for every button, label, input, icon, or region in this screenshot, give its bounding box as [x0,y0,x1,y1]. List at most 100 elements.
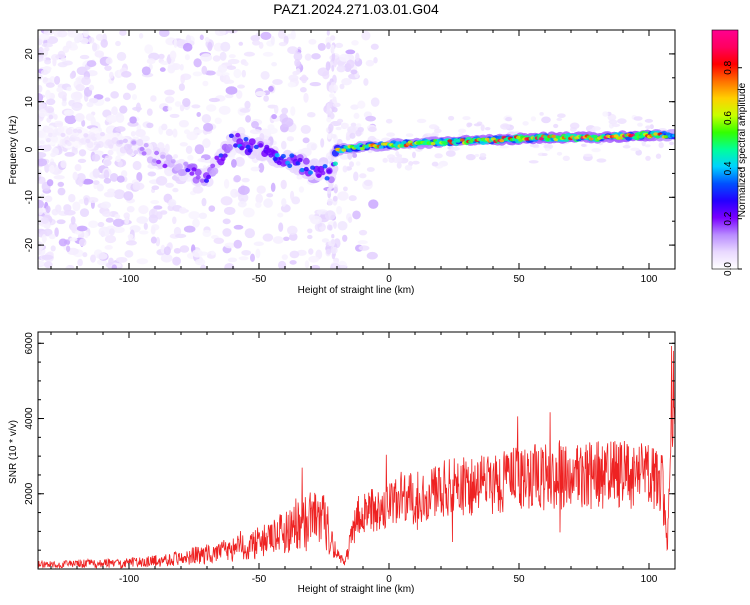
heatmap-cell [44,195,53,203]
heatmap-cell [98,226,111,237]
heatmap-cell [108,144,114,149]
heatmap-cell [302,137,310,144]
heatmap-cell [263,198,273,208]
heatmap-cell [88,84,95,91]
heatmap-cell [132,106,143,111]
heatmap-cell [349,132,356,139]
heatmap-cell [146,108,153,116]
x-tick-label: 0 [386,574,392,585]
snr-x-ticks: -100 -50 0 50 100 [50,332,676,585]
y-tick-label: 10 [24,96,35,108]
heatmap-cell [72,171,78,181]
heatmap-cell [630,147,640,152]
heatmap-cell [266,193,274,198]
heatmap-cell [337,221,348,231]
x-tick-label: -50 [252,574,267,585]
heatmap-cell [331,52,336,62]
heatmap-cell [91,154,101,162]
heatmap-cell [645,125,652,130]
heatmap-cell [187,154,194,161]
heatmap-cell [39,103,46,108]
heatmap-cell [272,236,284,244]
heatmap-cell [358,245,370,251]
heatmap-cell [530,116,537,122]
heatmap-cell [115,155,121,163]
heatmap-cell [65,245,71,252]
heatmap-cell [214,30,226,37]
heatmap-cell [133,150,139,155]
heatmap-cell [110,91,119,99]
heatmap-cell [272,79,283,85]
heatmap-cell [131,94,138,100]
heatmap-cell [320,138,325,148]
heatmap-cell [329,99,333,108]
heatmap-cell [74,164,82,172]
heatmap-cell [280,154,286,159]
heatmap-cell [82,30,89,38]
heatmap-cell [331,106,338,113]
heatmap-cell [38,57,44,62]
heatmap-cell [74,113,85,122]
heatmap-cell [307,234,313,240]
heatmap-cell [150,95,157,102]
heatmap-cell [180,74,186,84]
heatmap-cell [135,129,146,138]
heatmap-cell [644,118,654,123]
heatmap-cell [192,185,204,194]
heatmap-cell [450,146,461,151]
heatmap-cell [92,168,100,179]
heatmap-cell [211,167,219,175]
heatmap-cell [399,144,405,148]
heatmap-cell [38,33,50,41]
heatmap-cell [38,131,46,139]
heatmap-cell [152,158,157,163]
heatmap-cell [113,226,125,234]
heatmap-cell [119,105,128,114]
heatmap-cell [644,144,651,148]
heatmap-cell [220,156,226,162]
heatmap-cell [256,185,266,194]
heatmap-cell [127,233,134,240]
heatmap-cells [38,30,675,269]
heatmap-cell [144,44,154,54]
heatmap-cell [194,168,202,176]
heatmap-cell [57,181,65,187]
heatmap-cell [204,37,210,42]
colorbar-gradient [712,30,738,269]
heatmap-cell [77,129,83,134]
heatmap-cell [633,116,643,121]
heatmap-cell [341,78,352,86]
heatmap-cell [223,178,230,189]
heatmap-cell [249,129,262,135]
heatmap-cell [146,122,154,129]
heatmap-cell [79,54,90,60]
heatmap-cell [202,138,211,149]
heatmap-cell [529,143,539,148]
heatmap-cell [288,74,299,82]
heatmap-cell [617,136,623,140]
heatmap-cell [194,144,205,155]
heatmap-cell [235,90,243,99]
heatmap-cell [238,256,249,261]
heatmap-cell [66,86,72,92]
heatmap-cell [297,157,303,163]
heatmap-cell [233,224,244,230]
heatmap-cell [551,134,557,139]
heatmap-cell [367,126,377,133]
heatmap-cell [122,92,131,101]
heatmap-cell [308,248,314,255]
heatmap-cell [500,123,511,130]
heatmap-cell [280,179,287,190]
heatmap-cell [299,167,305,173]
heatmap-cell [308,214,316,221]
heatmap-cell [173,247,181,254]
x-tick-label: 100 [641,274,658,285]
heatmap-cell [277,30,286,39]
heatmap-cell [539,112,544,116]
heatmap-cell [186,131,198,141]
heatmap-cell [178,83,186,91]
heatmap-cell [317,42,326,51]
heatmap-cell [151,208,156,215]
heatmap-cell [206,174,212,180]
heatmap-cell [373,57,378,64]
